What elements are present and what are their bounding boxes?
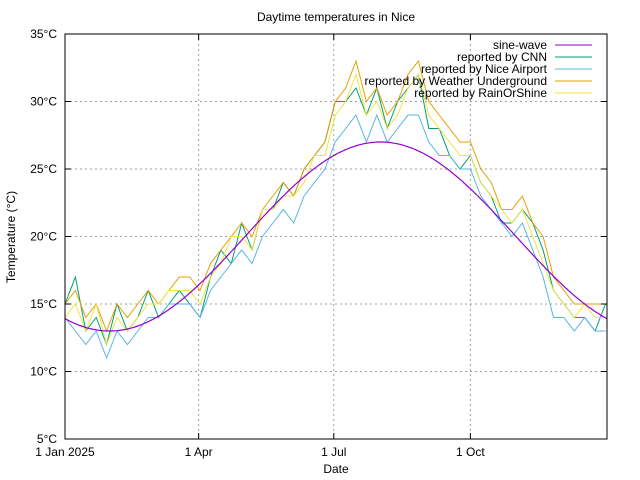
series-lines	[64, 59, 608, 360]
legend-label: reported by CNN	[457, 50, 547, 64]
legend-label: sine-wave	[493, 38, 547, 52]
y-tick-label: 10°C	[30, 365, 57, 379]
y-tick-label: 20°C	[30, 230, 57, 244]
y-tick-label: 5°C	[37, 432, 57, 446]
x-tick-label: 1 Apr	[185, 445, 213, 459]
series-line-sine-wave	[64, 141, 608, 332]
x-axis-label: Date	[323, 462, 349, 476]
y-tick-label: 30°C	[30, 95, 57, 109]
legend-label: reported by RainOrShine	[414, 86, 547, 100]
x-tick-label: 1 Jul	[321, 445, 346, 459]
y-tick-label: 25°C	[30, 162, 57, 176]
series-line-reported-by-weather-underground	[64, 59, 606, 333]
y-axis-label: Temperature (°C)	[4, 191, 18, 283]
x-tick-label: 1 Jan 2025	[35, 445, 95, 459]
series-line-reported-by-rainorshine	[64, 72, 606, 347]
y-tick-label: 35°C	[30, 27, 57, 41]
chart-title: Daytime temperatures in Nice	[257, 10, 415, 24]
legend-label: reported by Weather Underground	[364, 74, 547, 88]
legend-label: reported by Nice Airport	[421, 62, 548, 76]
x-tick-label: 1 Oct	[456, 445, 485, 459]
y-tick-label: 15°C	[30, 297, 57, 311]
ticks: 5°C 10°C 15°C 20°C 25°C 30°C 35°C 1 Jan 2025 1 A…	[30, 27, 607, 459]
